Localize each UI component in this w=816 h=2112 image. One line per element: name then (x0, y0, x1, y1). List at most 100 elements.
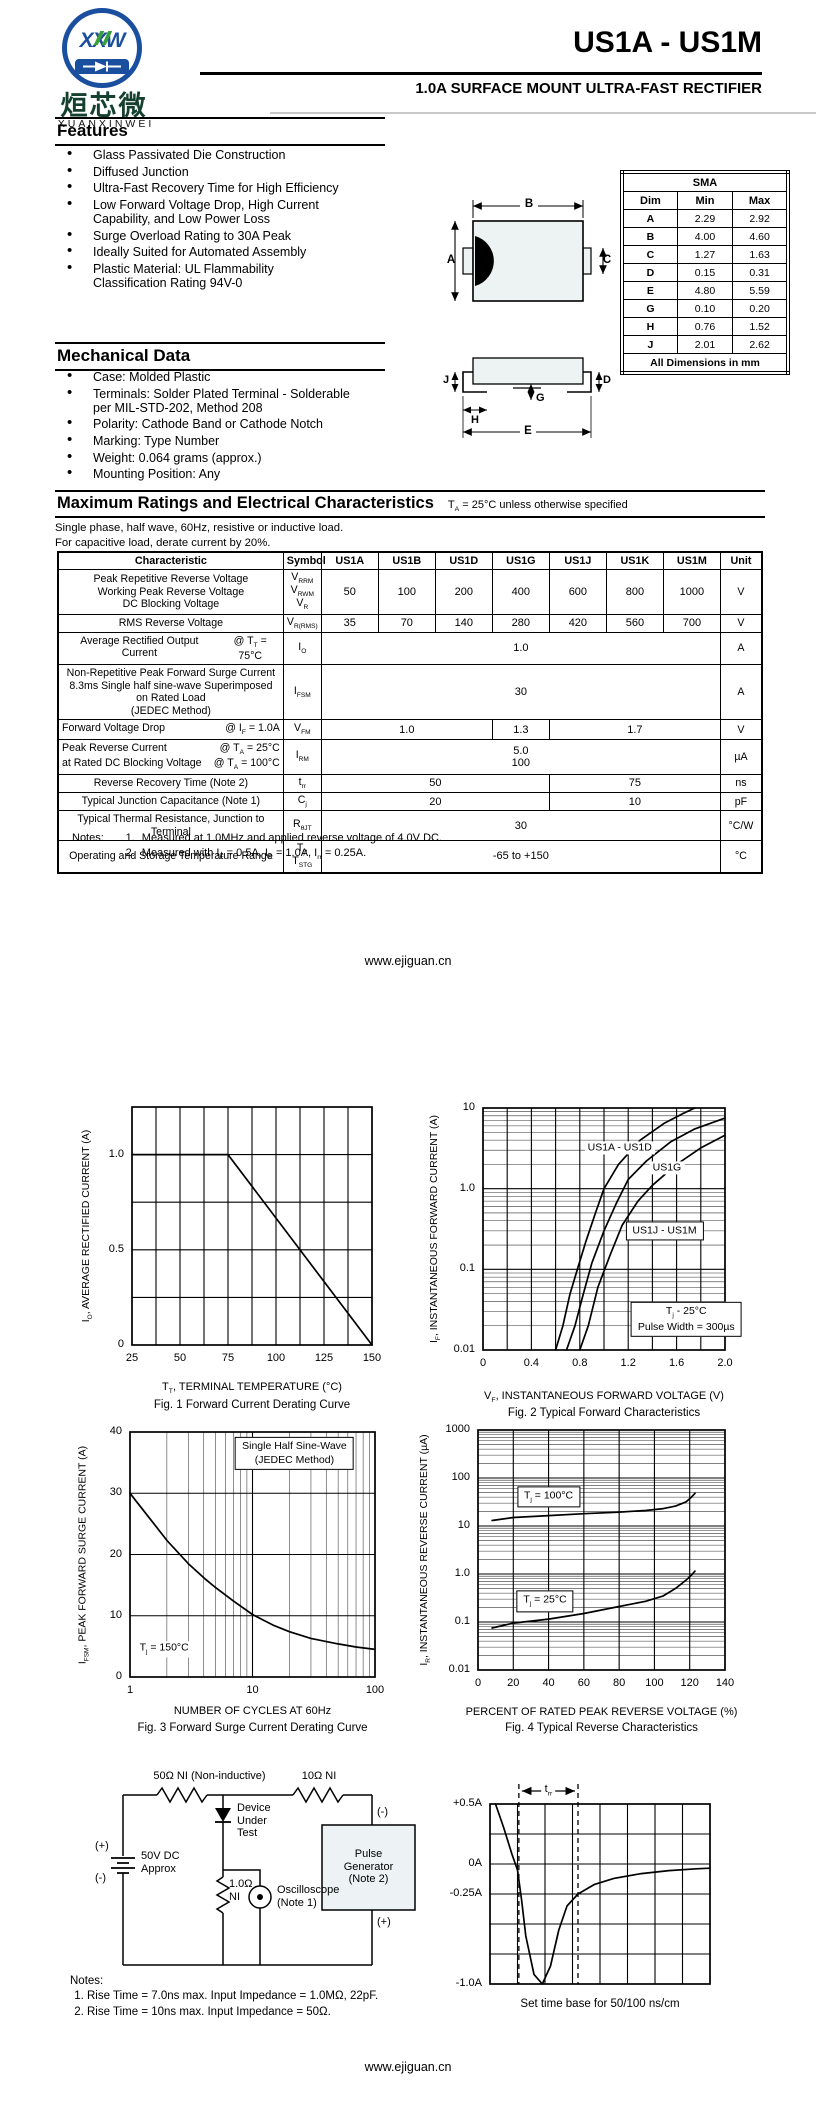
characteristic-cell: Forward Voltage Drop @ IF = 1.0A (57, 719, 284, 741)
y-axis-tick-label: 100 (451, 1471, 470, 1483)
dim-cell: D (621, 263, 678, 282)
figure-caption: Set time base for 50/100 ns/cm (520, 1998, 680, 2010)
dim-label-G: G (536, 392, 545, 404)
y-axis-tick-label: 0.01 (448, 1663, 470, 1675)
symbol-cell: IFSM (282, 664, 322, 721)
resistor-10ohm-label: 10Ω NI (301, 1770, 337, 1782)
min-cell: 1.27 (676, 245, 734, 264)
x-axis-tick-label: 150 (362, 1352, 382, 1364)
list-item: Diffused Junction (55, 163, 415, 180)
table-row: Average Rectified Output Current @ TT = 7… (57, 631, 763, 666)
unit-cell: °C (719, 840, 763, 874)
package-drawing: B A C D J H G E (443, 166, 618, 466)
notes-label: Notes: (72, 832, 104, 844)
value-cell: 1000 (662, 569, 721, 615)
dims-footer-cell: All Dimensions in mm (621, 353, 789, 374)
column-header: Unit (719, 551, 763, 570)
max-cell: 0.31 (732, 263, 789, 282)
x-axis-tick-label: 0.8 (572, 1357, 588, 1369)
column-header: US1B (377, 551, 436, 570)
diode-under-test-icon (215, 1808, 231, 1822)
y-axis-tick-label: +0.5A (452, 1797, 482, 1809)
y-axis-title: IFSM, PEAK FORWARD SURGE CURRENT (A) (76, 1445, 91, 1664)
chart-annotation: Tj = 150°C (136, 1641, 192, 1658)
dim-label-E: E (520, 425, 536, 437)
column-header: US1K (605, 551, 664, 570)
series-curve (491, 1492, 696, 1522)
dim-label-C: C (602, 254, 612, 266)
pulse-generator-minus-label: (-) (377, 1806, 388, 1818)
value-cell: 50 (320, 773, 550, 793)
unit-cell: A (719, 631, 763, 666)
y-axis-tick-label: -1.0A (455, 1977, 482, 1989)
y-axis-tick-label: 10 (457, 1519, 470, 1531)
chart-annotation: US1J - US1M (625, 1221, 704, 1241)
column-header: US1A (320, 551, 379, 570)
list-item: Surge Overload Rating to 30A Peak (55, 227, 415, 244)
diode-band (75, 59, 129, 74)
value-cell: 1.0 (320, 631, 721, 666)
y-axis-tick-label: 1.0 (459, 1181, 475, 1194)
dim-label-B: B (520, 198, 538, 210)
y-axis-tick-label: 0A (468, 1857, 482, 1869)
package-name-cell: SMA (621, 171, 789, 192)
resistor-10ohm-icon (292, 1786, 344, 1804)
y-axis-tick-label: 30 (109, 1486, 122, 1499)
ratings-intro-line2: For capacitive load, derate current by 2… (55, 536, 271, 549)
battery-minus-label: (-) (95, 1872, 106, 1884)
dims-header-cell: Max (732, 191, 789, 210)
subtitle-rule (270, 112, 816, 114)
x-axis-title: NUMBER OF CYCLES AT 60Hz (173, 1705, 332, 1717)
value-cell: 1.0 (320, 719, 493, 741)
x-axis-tick-label: 75 (221, 1352, 235, 1364)
y-axis-title: IF, INSTANTANEOUS FORWARD CURRENT (A) (428, 1115, 443, 1343)
y-axis-tick-label: 20 (109, 1547, 122, 1560)
unit-cell: pF (719, 791, 763, 812)
package-outline-drawing (451, 200, 607, 438)
x-axis-tick-label: 1 (126, 1684, 134, 1696)
x-axis-tick-label: 25 (125, 1352, 139, 1364)
y-axis-tick-label: 10 (109, 1608, 122, 1621)
chart-canvas (489, 1784, 711, 1985)
trr-test-circuit: 50Ω NI (Non-inductive) 10Ω NI Device Unde… (55, 1770, 417, 2040)
x-axis-tick-label: 50 (173, 1352, 187, 1364)
table-row: Operating and Storage Temperature Range T… (57, 840, 763, 874)
page-subtitle: 1.0A SURFACE MOUNT ULTRA-FAST RECTIFIER (415, 80, 762, 97)
min-cell: 0.15 (676, 263, 734, 282)
device-under-test-label: Device Under Test (237, 1802, 271, 1840)
value-cell: 600 (548, 569, 607, 615)
dim-cell: A (621, 209, 678, 228)
ratings-table: Characteristic Symbol US1A US1B US1D US1G US1J… (57, 551, 763, 874)
unit-cell: A (719, 664, 763, 721)
list-item: Low Forward Voltage Drop, High CurrentCa… (55, 196, 415, 226)
value-cell: 35 (320, 613, 379, 633)
unit-cell: ns (719, 773, 763, 793)
list-item: Rise Time = 10ns max. Input Impedance = … (87, 2005, 378, 2021)
chart-canvas (482, 1107, 726, 1351)
brand-logo: XXW (62, 8, 142, 88)
x-axis-tick-label: 2.0 (717, 1357, 733, 1369)
characteristic-cell: Operating and Storage Temperature Range (57, 840, 284, 874)
value-cell: -65 to +150 (320, 840, 721, 874)
characteristic-cell: Peak Repetitive Reverse Voltage Working P… (57, 569, 284, 615)
max-cell: 5.59 (732, 281, 789, 300)
chart-annotation: Tj = 25°C (516, 1590, 574, 1612)
circuit-notes-list: Rise Time = 7.0ns max. Input Impedance =… (70, 1989, 378, 2020)
table-row: Dim Min Max (621, 191, 789, 210)
fig3-forward-surge-derating-chart: 1 10 100 0 10 20 30 40 IFSM, PEAK FORWARD SURGE … (60, 1420, 396, 1750)
list-item: Marking: Type Number (55, 432, 425, 449)
test-circuit-drawing (111, 1786, 416, 1966)
x-axis-title: PERCENT OF RATED PEAK REVERSE VOLTAGE (%… (465, 1706, 738, 1718)
table-row: C 1.27 1.63 (621, 245, 789, 264)
fig1-forward-current-derating-chart: 25 50 75 100 125 150 0 0.5 1.0 IO, AVERAGE RECTIF… (60, 1080, 396, 1425)
characteristic-cell: Non-Repetitive Peak Forward Surge Curren… (57, 664, 284, 721)
x-axis-tick-label: 40 (542, 1677, 555, 1689)
reverse-recovery-waveform-chart: trr +0.5A 0A -0.25A -1.0A Set time base for 5… (400, 1772, 792, 2022)
characteristic-cell: Average Rectified Output Current @ TT = 7… (57, 631, 284, 666)
column-header: US1D (434, 551, 493, 570)
trr-arrow-label: trr (541, 1783, 556, 1799)
series-curve (494, 1803, 711, 1985)
max-cell: 2.92 (732, 209, 789, 228)
series-curve (129, 1492, 376, 1651)
value-cell: 75 (548, 773, 721, 793)
